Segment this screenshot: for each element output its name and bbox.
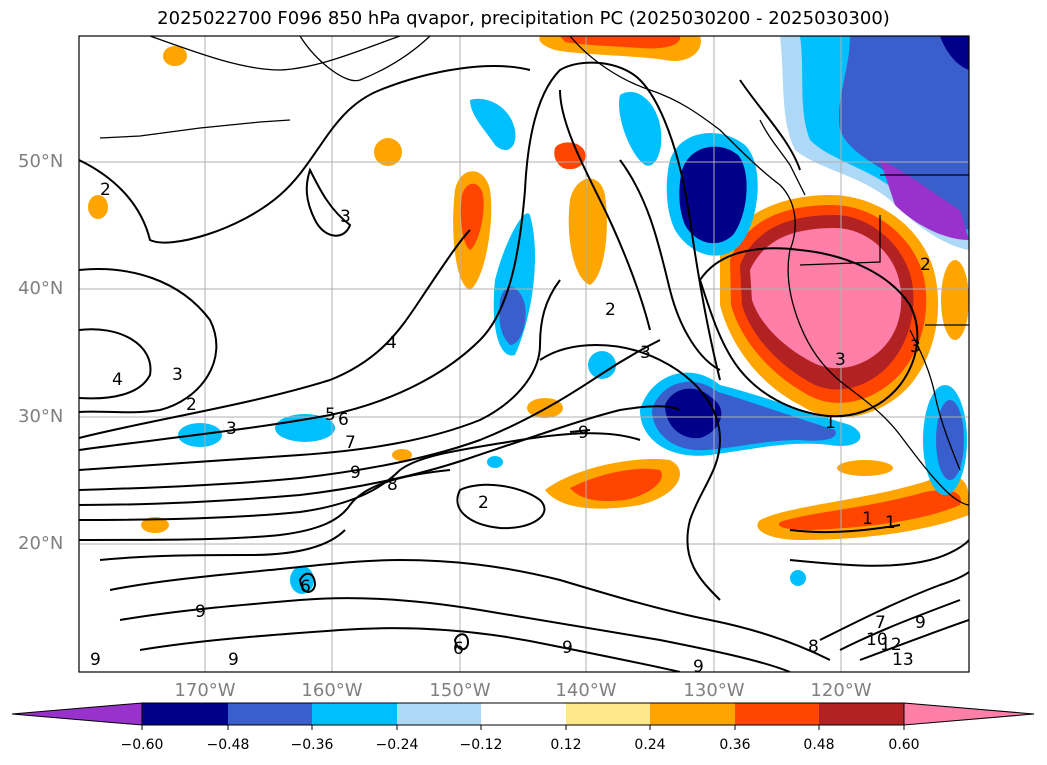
contour-label: 2 [605, 300, 616, 320]
contour-label: 6 [300, 577, 311, 597]
lon-label-170w: 170°W [174, 680, 236, 701]
lat-label-50n: 50°N [18, 151, 64, 172]
colorbar-tick-label: 0.36 [719, 737, 751, 753]
contour-label: 9 [195, 602, 206, 622]
colorbar-tick-label: −0.12 [459, 737, 503, 753]
contour-label: 3 [226, 419, 237, 439]
contour-label: 3 [340, 207, 351, 227]
contour-label: 9 [90, 650, 101, 670]
colorbar-tick-label: −0.36 [290, 737, 334, 753]
colorbar-bin [397, 703, 481, 725]
contour-label: 1 [825, 413, 836, 433]
colorbar-bin [312, 703, 397, 725]
map-area: 2 3 3 4 3 2 4 3 5 6 7 9 8 2 2 3 9 6 9 9 … [79, 36, 969, 677]
contour-labels: 2 3 3 4 3 2 4 3 5 6 7 9 8 2 2 3 9 6 9 9 … [90, 180, 931, 677]
map-frame [78, 35, 970, 673]
contour-label: 2 [100, 180, 111, 200]
contour-label: 5 [325, 405, 336, 425]
lat-label-30n: 30°N [18, 406, 64, 427]
contour-label: 9 [578, 423, 589, 443]
contour-label: 2 [478, 493, 489, 513]
colorbar-tick-label: 0.12 [550, 737, 582, 753]
lon-label-130w: 130°W [683, 680, 745, 701]
contour-label: 9 [693, 657, 704, 677]
contour-label: 2 [186, 395, 197, 415]
contour-label: 3 [910, 337, 921, 357]
colorbar-bin [819, 703, 904, 725]
colorbar-extend-low [11, 702, 143, 726]
contour-label: 8 [387, 475, 398, 495]
contour-label: 9 [915, 613, 926, 633]
colorbar-tick-label: −0.48 [206, 737, 250, 753]
lat-label-20n: 20°N [18, 533, 64, 554]
map-title: 2025022700 F096 850 hPa qvapor, precipit… [157, 8, 890, 29]
contour-label: 2 [920, 255, 931, 275]
colorbar-bin [142, 703, 228, 725]
colorbar [11, 702, 1035, 730]
colorbar-bin [650, 703, 735, 725]
contour-label: 13 [892, 650, 914, 670]
lon-label-120w: 120°W [810, 680, 872, 701]
colorbar-tick-label: 0.24 [634, 737, 666, 753]
colorbar-bin [566, 703, 650, 725]
colorbar-bin [228, 703, 312, 725]
colorbar-bin [735, 703, 819, 725]
contour-label: 10 [866, 630, 888, 650]
colorbar-tick-label: 0.60 [888, 737, 920, 753]
colorbar-tick-label: −0.60 [120, 737, 164, 753]
contour-label: 9 [350, 463, 361, 483]
contour-label: 12 [880, 635, 902, 655]
contour-label: 1 [862, 509, 873, 529]
colorbar-extend-high [903, 702, 1035, 726]
contour-label: 1 [885, 513, 896, 533]
contour-label: 7 [345, 433, 356, 453]
contour-label: 9 [562, 638, 573, 658]
contour-label: 4 [112, 370, 123, 390]
lon-label-150w: 150°W [429, 680, 491, 701]
colorbar-tick-label: −0.24 [375, 737, 419, 753]
lon-label-140w: 140°W [555, 680, 617, 701]
contour-label: 8 [808, 637, 819, 657]
coastlines [99, 36, 969, 506]
lon-label-160w: 160°W [301, 680, 363, 701]
colorbar-tick-label: 0.48 [803, 737, 835, 753]
contour-label: 6 [453, 639, 464, 659]
contour-label: 3 [835, 350, 846, 370]
contour-label: 9 [228, 650, 239, 670]
contour-label: 4 [386, 333, 397, 353]
contour-label: 3 [640, 343, 651, 363]
contour-label: 6 [338, 410, 349, 430]
contour-label: 3 [172, 365, 183, 385]
colorbar-bin [481, 703, 566, 725]
lat-label-40n: 40°N [18, 278, 64, 299]
qvapor-contours [79, 61, 969, 672]
contour-label: 7 [875, 613, 886, 633]
graticule [79, 36, 969, 672]
